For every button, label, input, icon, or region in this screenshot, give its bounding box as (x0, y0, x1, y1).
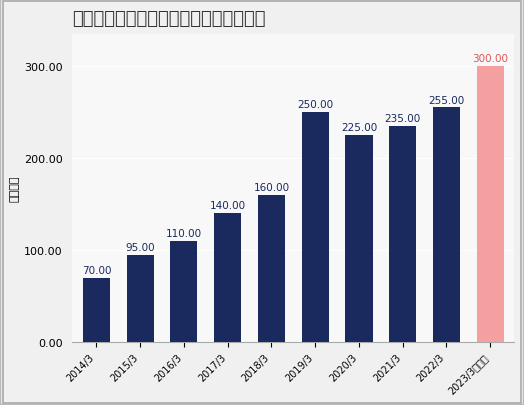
Text: 255.00: 255.00 (428, 96, 465, 105)
Bar (258, 195, 285, 342)
Text: 110.00: 110.00 (166, 228, 202, 239)
Text: 70.00: 70.00 (82, 265, 111, 275)
Bar (477, 67, 504, 342)
Bar (83, 278, 110, 342)
Text: 235.00: 235.00 (385, 114, 421, 124)
Bar (170, 241, 198, 342)
Text: 140.00: 140.00 (210, 201, 246, 211)
Y-axis label: 配当金額: 配当金額 (10, 175, 20, 202)
Bar (302, 113, 329, 342)
Text: 95.00: 95.00 (125, 242, 155, 252)
Text: 225.00: 225.00 (341, 123, 377, 133)
Bar (389, 126, 416, 342)
Bar (345, 136, 373, 342)
Bar (127, 255, 154, 342)
Text: 160.00: 160.00 (254, 183, 289, 192)
Bar (214, 213, 241, 342)
Text: 東京海上ホールディングスの配当金推移: 東京海上ホールディングスの配当金推移 (72, 10, 266, 28)
Bar (433, 108, 460, 342)
Text: 250.00: 250.00 (297, 100, 333, 110)
Text: 300.00: 300.00 (472, 54, 508, 64)
